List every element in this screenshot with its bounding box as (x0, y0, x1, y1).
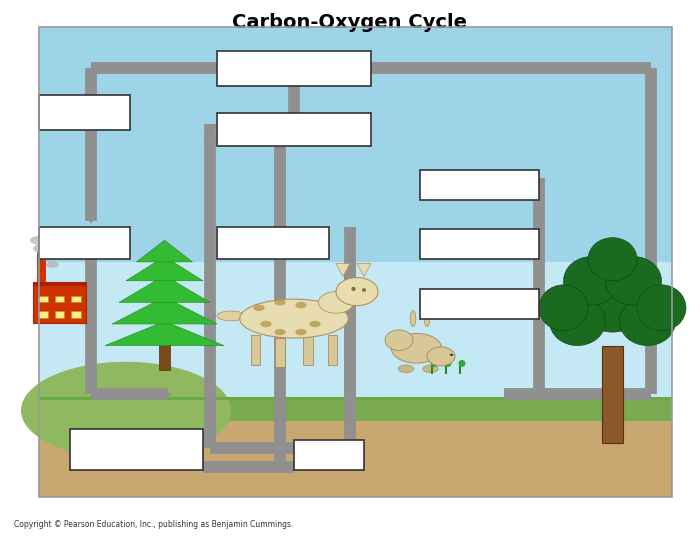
Bar (217, 51, 371, 86)
Ellipse shape (423, 365, 438, 373)
Bar (71, 296, 81, 302)
Bar (328, 335, 337, 365)
Bar (38, 311, 48, 318)
Ellipse shape (444, 360, 452, 367)
Bar (38, 27, 672, 497)
Ellipse shape (33, 244, 51, 253)
Bar (458, 361, 461, 374)
Ellipse shape (398, 365, 414, 373)
Ellipse shape (39, 252, 55, 261)
Bar (34, 282, 85, 286)
Ellipse shape (253, 305, 265, 311)
Bar (217, 227, 329, 259)
Bar (34, 282, 85, 322)
Ellipse shape (449, 354, 454, 356)
Bar (38, 296, 48, 302)
Bar (602, 346, 623, 443)
Bar (217, 113, 371, 146)
Polygon shape (336, 264, 350, 276)
Ellipse shape (309, 321, 321, 327)
Bar (420, 289, 539, 319)
Ellipse shape (588, 238, 637, 281)
Bar (38, 397, 672, 400)
Ellipse shape (385, 330, 413, 350)
Ellipse shape (391, 333, 442, 363)
Bar (251, 335, 260, 365)
Bar (303, 335, 313, 365)
Ellipse shape (351, 287, 356, 291)
Ellipse shape (46, 261, 59, 268)
Bar (159, 338, 170, 370)
Bar (38, 94, 130, 130)
Bar (55, 311, 64, 318)
Ellipse shape (239, 299, 349, 338)
Ellipse shape (21, 362, 231, 459)
Ellipse shape (606, 256, 662, 305)
Bar (294, 440, 364, 470)
Ellipse shape (578, 273, 648, 332)
Polygon shape (105, 321, 224, 346)
Bar (420, 230, 539, 259)
Bar (70, 429, 203, 470)
Bar (275, 338, 285, 367)
Ellipse shape (274, 329, 286, 335)
Bar (420, 170, 539, 200)
Bar (71, 311, 81, 318)
Ellipse shape (458, 360, 466, 367)
Ellipse shape (362, 288, 366, 292)
Ellipse shape (336, 278, 378, 306)
Bar (38, 27, 672, 262)
Polygon shape (112, 297, 217, 324)
Bar (38, 227, 130, 259)
Bar (430, 361, 433, 374)
Ellipse shape (550, 297, 606, 346)
Ellipse shape (260, 321, 272, 327)
Polygon shape (136, 240, 192, 262)
Ellipse shape (30, 236, 47, 245)
Ellipse shape (424, 310, 430, 327)
Ellipse shape (637, 285, 686, 330)
Ellipse shape (217, 311, 245, 321)
Ellipse shape (318, 292, 354, 313)
Ellipse shape (295, 302, 307, 308)
Bar (38, 421, 672, 497)
Bar (38, 400, 672, 421)
Ellipse shape (410, 310, 416, 327)
Ellipse shape (427, 347, 455, 366)
Ellipse shape (295, 329, 307, 335)
Ellipse shape (274, 299, 286, 306)
Text: Carbon-Oxygen Cycle: Carbon-Oxygen Cycle (232, 14, 468, 32)
Polygon shape (126, 256, 203, 281)
Ellipse shape (539, 285, 588, 330)
Bar (36, 253, 45, 282)
Polygon shape (119, 275, 210, 302)
Text: Copyright © Pearson Education, Inc., publishing as Benjamin Cummings.: Copyright © Pearson Education, Inc., pub… (14, 520, 293, 529)
Ellipse shape (564, 256, 620, 305)
Polygon shape (357, 264, 371, 276)
Ellipse shape (620, 297, 676, 346)
Bar (444, 361, 447, 374)
Bar (55, 296, 64, 302)
Ellipse shape (430, 360, 438, 367)
Bar (38, 27, 672, 497)
